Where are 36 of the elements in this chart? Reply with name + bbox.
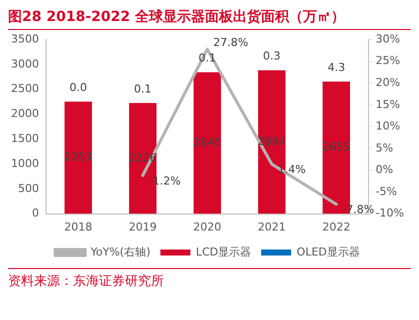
data-label: 0.1 bbox=[198, 52, 216, 65]
text: 资料来源：东海证券研究所 bbox=[8, 268, 411, 290]
y-tick-label: 3500 bbox=[10, 32, 39, 46]
y2-tick-label: -10% bbox=[376, 206, 404, 220]
data-label: 0.0 bbox=[70, 81, 88, 94]
legend-label: YoY%(右轴) bbox=[90, 245, 150, 258]
data-label: 4.3 bbox=[328, 60, 346, 74]
y-tick-label: 1000 bbox=[10, 156, 39, 170]
y2-tick-label: 0% bbox=[376, 163, 394, 176]
data-label: 2845 bbox=[193, 136, 222, 149]
x-tick-label: 2019 bbox=[128, 220, 157, 234]
y-tick-label: 2000 bbox=[10, 107, 39, 120]
y2-tick-label: 20% bbox=[376, 76, 400, 90]
x-tick-label: 2021 bbox=[258, 220, 286, 234]
chart-title: 图28 2018-2022 全球显示器面板出货面积（万㎡） bbox=[8, 8, 411, 30]
data-label: 27.8% bbox=[213, 36, 248, 50]
y-tick-label: 3000 bbox=[10, 57, 39, 70]
data-label: 0.3 bbox=[263, 50, 281, 63]
data-label: 2253 bbox=[64, 150, 92, 164]
y2-tick-label: 25% bbox=[376, 54, 400, 68]
x-tick-label: 2018 bbox=[64, 220, 92, 234]
y-tick-label: 500 bbox=[18, 182, 39, 195]
data-label: 0.1 bbox=[134, 82, 152, 96]
y-tick-label: 1500 bbox=[10, 132, 39, 145]
x-tick-label: 2022 bbox=[322, 220, 350, 234]
y-tick-label: 2500 bbox=[10, 82, 39, 96]
data-label: 2655 bbox=[322, 140, 350, 154]
y2-tick-label: 5% bbox=[376, 141, 394, 154]
y2-tick-label: -5% bbox=[376, 184, 398, 198]
y-tick-label: 0 bbox=[32, 206, 39, 220]
legend-label: OLED显示器 bbox=[296, 245, 360, 258]
legend-label: LCD显示器 bbox=[196, 245, 252, 258]
y2-tick-label: 10% bbox=[376, 120, 400, 133]
y2-tick-label: 30% bbox=[376, 32, 400, 46]
x-tick-label: 2020 bbox=[193, 220, 222, 234]
y2-tick-label: 15% bbox=[376, 98, 400, 111]
